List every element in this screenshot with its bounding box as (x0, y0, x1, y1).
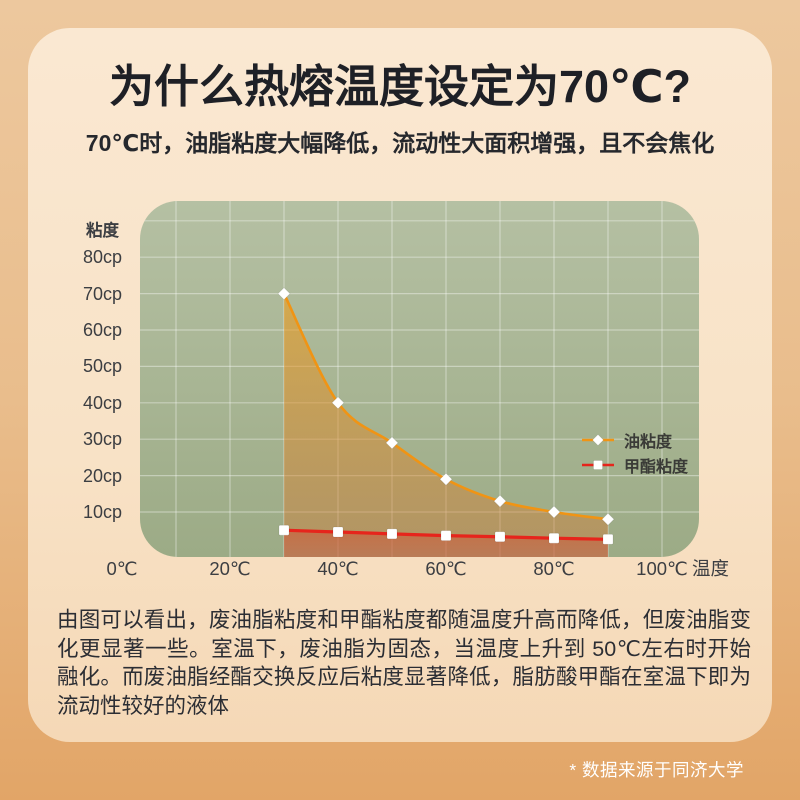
y-tick: 10cp (82, 502, 122, 522)
data-point-marker-diamond (439, 472, 453, 486)
plot-panel (140, 201, 699, 557)
y-tick: 70cp (82, 283, 122, 304)
series-area-oil (284, 293, 608, 557)
legend-item: 油粘度 (581, 430, 688, 451)
data-point-marker-square (386, 528, 398, 540)
plot-area (140, 201, 699, 557)
x-tick: 80℃ (533, 558, 575, 579)
legend-label: 油粘度 (624, 434, 673, 451)
data-point-marker-square (548, 532, 560, 544)
series-area-ester (284, 530, 608, 557)
y-tick: 40cp (82, 392, 122, 413)
legend-label: 甲酯粘度 (624, 459, 689, 476)
chart-legend: 油粘度 甲酯粘度 (581, 430, 689, 476)
legend-marker-diamond-icon (592, 434, 604, 446)
data-point-marker-diamond (385, 436, 399, 450)
legend-swatch-square-icon (582, 460, 614, 470)
data-point-marker-square (440, 530, 452, 542)
page-title: 为什么热熔温度设定为70℃? (108, 61, 692, 112)
data-point-marker-diamond (277, 287, 291, 301)
y-axis-label: 粘度 (86, 222, 119, 240)
page-subtitle: 70℃时，油脂粘度大幅降低，流动性大面积增强，且不会焦化 (85, 130, 715, 156)
x-axis-label: 温度 (692, 558, 730, 579)
y-tick: 50cp (82, 356, 122, 377)
y-tick: 60cp (82, 320, 122, 340)
data-point-marker-diamond (331, 396, 345, 410)
data-point-marker-diamond (493, 494, 507, 508)
y-tick: 30cp (82, 429, 122, 450)
x-tick: 20℃ (209, 558, 251, 579)
legend-marker-square-icon (593, 460, 603, 470)
x-tick: 0℃ (106, 558, 138, 579)
data-point-marker-square (332, 526, 344, 538)
legend-item: 甲酯粘度 (581, 455, 689, 476)
data-point-marker-diamond (601, 512, 615, 526)
y-tick: 20cp (82, 465, 122, 486)
data-point-marker-diamond (547, 505, 561, 519)
x-tick: 40℃ (317, 558, 359, 579)
data-point-marker-square (494, 531, 506, 543)
data-point-marker-square (278, 524, 290, 536)
x-tick: 100℃ (636, 558, 688, 579)
x-tick: 60℃ (425, 558, 467, 579)
data-point-marker-square (602, 533, 614, 545)
body-paragraph: 由图可以看出，废油脂粘度和甲酯粘度都随温度升高而降低，但废油脂变化更显著一些。室… (57, 608, 751, 718)
legend-swatch-diamond-icon (582, 434, 614, 446)
data-source-footnote: * 数据来源于同济大学 (569, 760, 744, 780)
y-tick: 80cp (82, 247, 122, 268)
